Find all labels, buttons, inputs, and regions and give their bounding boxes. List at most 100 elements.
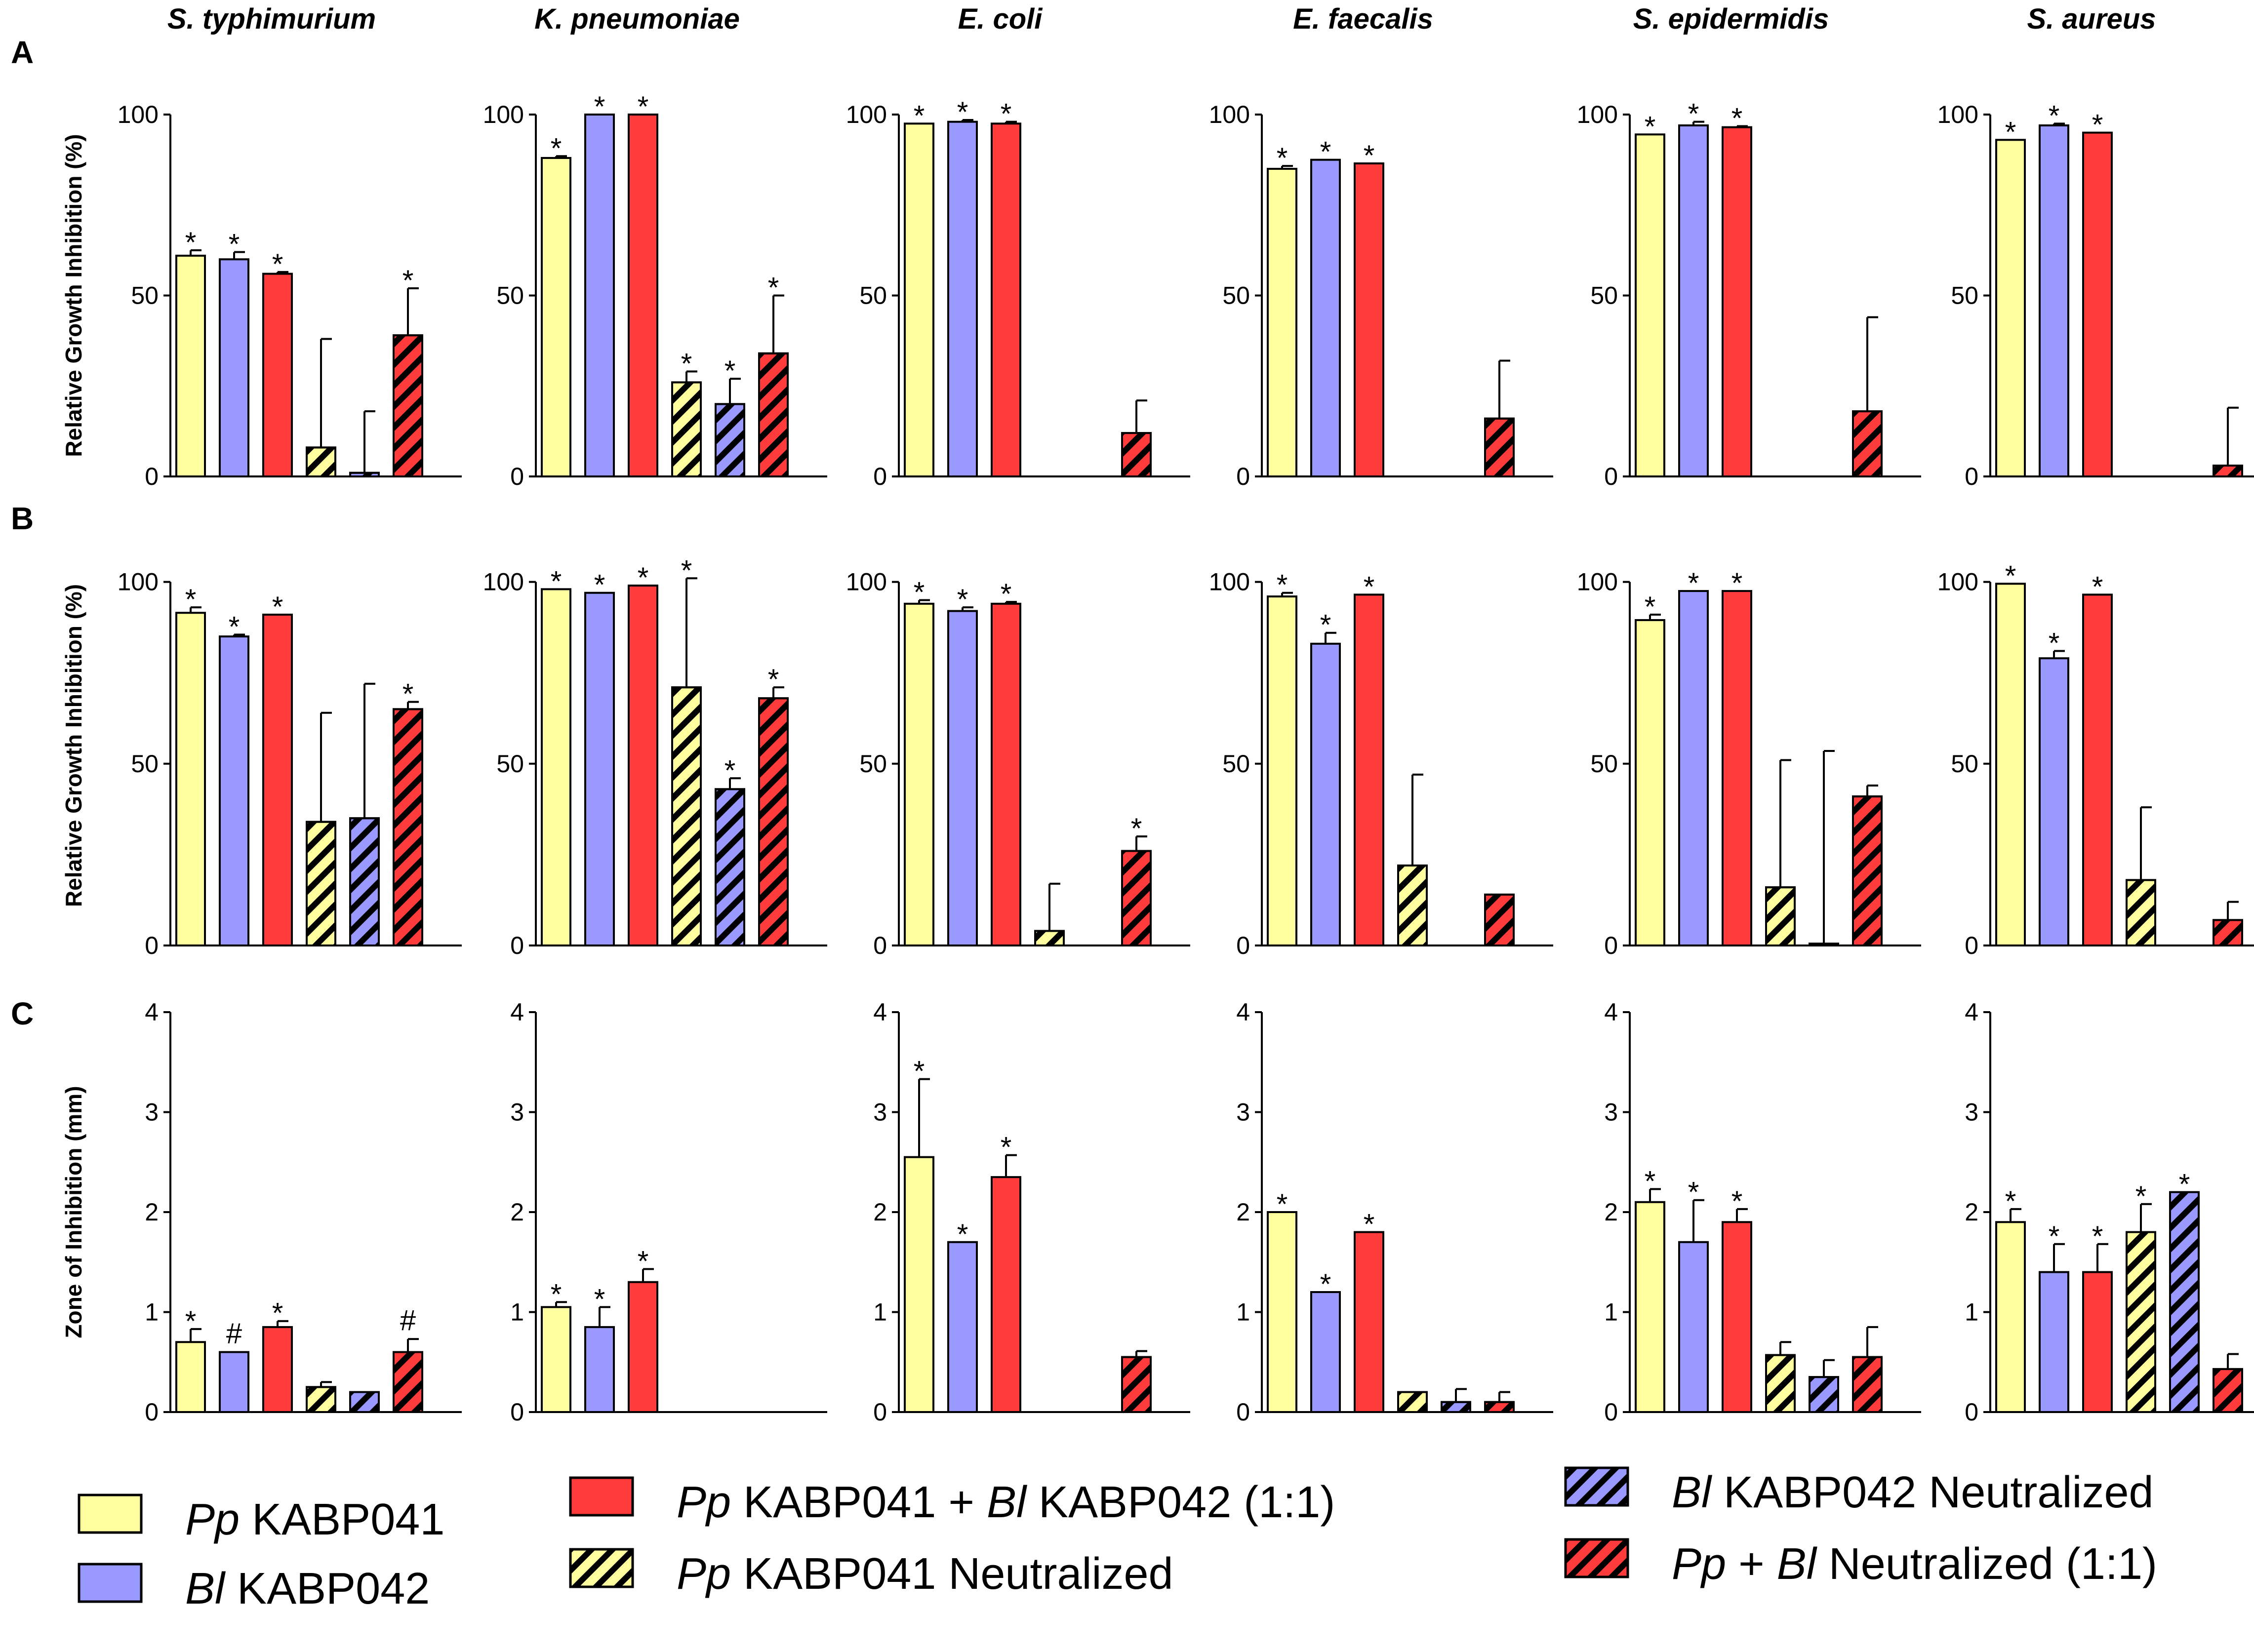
bar-hatch-ppn (306, 446, 336, 477)
significance-marker: * (638, 91, 649, 123)
y-tick-label: 100 (1577, 101, 1618, 128)
bar-bl (1678, 590, 1709, 946)
bar-hatch-ppn (671, 381, 702, 477)
legend-label-ppn: Pp KABP041 Neutralized (677, 1549, 1173, 1599)
legend-swatch-bl (78, 1563, 143, 1603)
significance-marker: * (551, 565, 562, 597)
legend-text-part: KABP042 (1:1) (1026, 1478, 1335, 1527)
bar-hatch-ppn (306, 821, 336, 946)
y-axis-label: Zone of Inhibition (mm) (61, 1086, 86, 1338)
y-tick-label: 100 (1209, 568, 1250, 596)
bar-hatch-ppn (1765, 886, 1796, 946)
y-tick-label: 0 (1236, 463, 1250, 490)
significance-marker: * (1320, 1268, 1331, 1300)
significance-marker: * (594, 91, 605, 123)
significance-marker: * (1277, 1188, 1288, 1220)
bar-mix (628, 114, 658, 477)
significance-marker: * (914, 1056, 925, 1088)
legend-text-part: Bl (185, 1564, 226, 1613)
bar-pp (1995, 1221, 2026, 1413)
y-tick-label: 50 (859, 750, 887, 778)
bar-hatch-bln (2169, 1191, 2200, 1413)
significance-marker: * (1731, 102, 1743, 134)
significance-marker: * (768, 272, 779, 304)
bar-bl (584, 591, 615, 946)
bar-mix (2082, 1271, 2113, 1413)
legend-text-part: KABP042 (225, 1564, 430, 1613)
bar-hatch-ppn (1397, 1391, 1428, 1413)
bar-hatch-mixn (1484, 1401, 1515, 1413)
bar-pp (175, 612, 206, 946)
panel-letter: B (11, 501, 34, 536)
bar-hatch-mixn (2213, 1368, 2243, 1414)
species-title: E. faecalis (1293, 3, 1433, 35)
significance-marker: * (1645, 1165, 1656, 1197)
significance-marker: * (1320, 609, 1331, 641)
significance-marker: * (594, 1283, 605, 1315)
significance-marker: * (1277, 569, 1288, 601)
bar-hatch-bln (349, 817, 380, 946)
bar-bl (1310, 158, 1341, 477)
y-tick-label: 50 (1222, 750, 1250, 778)
bar-hatch-mixn (1121, 850, 1152, 946)
significance-marker: * (1001, 98, 1012, 130)
y-tick-label: 0 (1236, 1398, 1250, 1426)
bar-hatch-mixn (1121, 432, 1152, 477)
significance-marker: * (2092, 109, 2103, 141)
legend-swatch-pp (78, 1494, 143, 1534)
significance-marker: * (2092, 1220, 2103, 1253)
significance-marker: * (1688, 567, 1699, 599)
legend-swatch-hatch-bln (1564, 1466, 1629, 1507)
bar-hatch-mixn (393, 334, 423, 477)
bar-hatch-ppn (671, 686, 702, 946)
bar-bl (219, 1351, 249, 1413)
y-tick-label: 100 (118, 101, 159, 128)
legend-text-part: Pp (677, 1478, 731, 1527)
y-tick-label: 50 (131, 282, 159, 310)
y-tick-label: 100 (1209, 101, 1250, 128)
bar-hatch-mixn (758, 697, 789, 946)
y-tick-label: 0 (1965, 463, 1978, 490)
bar-hatch-bln (349, 1391, 380, 1413)
y-tick-label: 3 (1604, 1099, 1618, 1126)
bar-mix (1354, 593, 1384, 946)
bar-pp (904, 1156, 934, 1413)
y-tick-label: 2 (510, 1198, 524, 1226)
legend-label-mixn: Pp + Bl Neutralized (1:1) (1672, 1539, 2157, 1589)
y-tick-label: 4 (145, 998, 159, 1026)
bar-hatch-bln (349, 472, 380, 477)
bar-mix (1722, 1221, 1752, 1413)
bar-bl (1310, 1291, 1341, 1413)
significance-marker: * (1688, 98, 1699, 130)
y-tick-label: 4 (1236, 998, 1250, 1026)
y-tick-label: 0 (1236, 932, 1250, 959)
y-tick-label: 50 (131, 750, 159, 778)
bar-hatch-mixn (393, 1351, 423, 1413)
y-tick-label: 2 (1965, 1198, 1978, 1226)
bar-bl (584, 114, 615, 477)
significance-marker: * (551, 1278, 562, 1310)
bar-pp (1635, 1201, 1665, 1413)
significance-marker: * (2005, 1185, 2016, 1218)
y-tick-label: 1 (145, 1298, 159, 1326)
legend-text-part: Pp (1672, 1539, 1726, 1589)
legend-text-part: KABP041 + (731, 1478, 987, 1527)
y-tick-label: 0 (1604, 1398, 1618, 1426)
y-tick-label: 100 (1937, 568, 1978, 596)
significance-marker: * (594, 569, 605, 601)
y-tick-label: 1 (1965, 1298, 1978, 1326)
y-tick-label: 100 (846, 568, 887, 596)
bar-hatch-mixn (393, 708, 423, 946)
bar-mix (2082, 131, 2113, 477)
significance-marker: * (957, 96, 968, 128)
bar-hatch-mixn (2213, 465, 2243, 478)
significance-marker: * (2049, 628, 2060, 660)
significance-marker: * (2005, 116, 2016, 148)
bar-bl (1678, 1241, 1709, 1413)
y-tick-label: 50 (496, 750, 524, 778)
y-tick-label: 0 (873, 932, 887, 959)
legend-text-part: Neutralized (1:1) (1816, 1539, 2157, 1589)
y-tick-label: 100 (1577, 568, 1618, 596)
y-tick-label: 0 (145, 463, 159, 490)
bar-bl (2039, 657, 2069, 946)
